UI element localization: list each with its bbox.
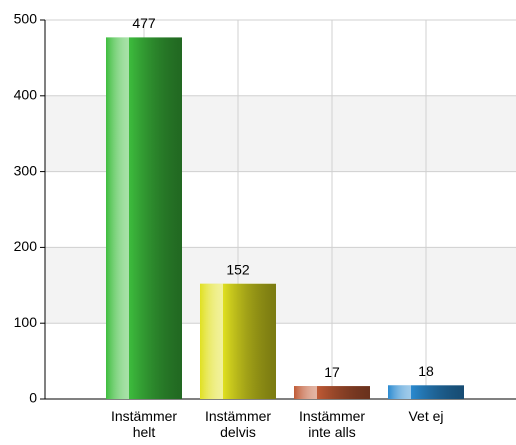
bar: [106, 37, 182, 400]
y-tick-label: 400: [14, 87, 38, 103]
y-tick-label: 300: [14, 162, 38, 178]
x-tick-label: Instämmer inte alls: [298, 408, 366, 440]
data-label: 477: [132, 15, 156, 31]
x-tick-label: Instämmer helt: [110, 408, 178, 440]
y-tick-label: 200: [14, 238, 38, 254]
x-tick-label: Instämmer delvis: [204, 408, 272, 440]
data-label: 152: [226, 261, 250, 277]
x-tick-label: Vet ej: [408, 408, 444, 424]
bar: [294, 386, 370, 399]
bar: [388, 385, 464, 399]
data-label: 18: [418, 363, 434, 379]
y-tick-label: 500: [14, 11, 38, 27]
y-tick-label: 100: [14, 314, 38, 330]
data-label: 17: [324, 364, 340, 380]
y-tick-label: 0: [29, 390, 37, 406]
bar: [200, 283, 276, 399]
